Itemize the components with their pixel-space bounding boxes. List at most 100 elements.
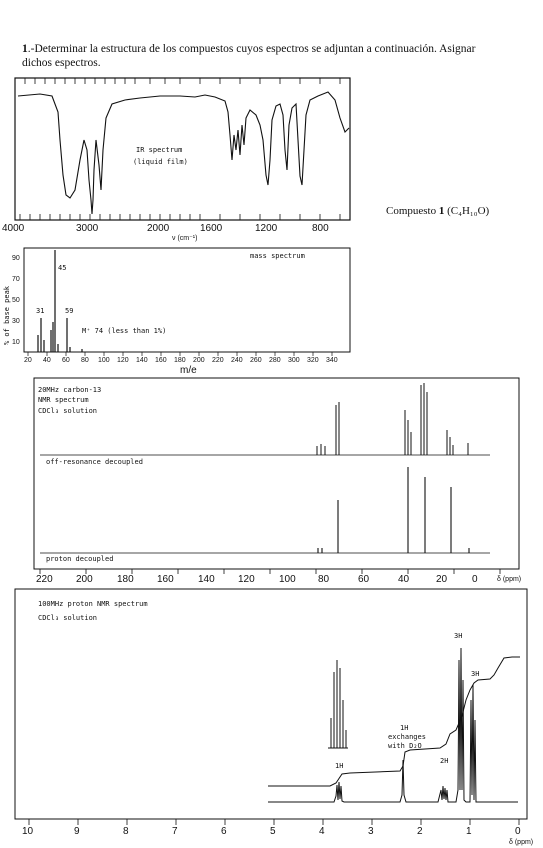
ms-xtick: 300 bbox=[288, 357, 300, 364]
compound-formula: (C₄H₁₀O) bbox=[447, 205, 490, 217]
c13-tick: 140 bbox=[198, 574, 215, 585]
h1-title-line1: 100MHz proton NMR spectrum bbox=[38, 600, 148, 608]
h1-label-3h-b: 3H bbox=[471, 670, 479, 678]
ir-tick-800: 800 bbox=[312, 223, 329, 234]
c13-tick: 20 bbox=[436, 574, 448, 585]
c13-title-line2: NMR spectrum bbox=[38, 396, 89, 404]
h1-tick: 8 bbox=[123, 826, 129, 837]
ir-tick-4000: 4000 bbox=[2, 223, 25, 234]
ms-xtick: 280 bbox=[269, 357, 281, 364]
c13-tick: 0 bbox=[472, 574, 478, 585]
ms-xtick: 60 bbox=[62, 357, 70, 364]
ms-xtick: 180 bbox=[174, 357, 186, 364]
h1-nmr-panel: 100MHz proton NMR spectrum CDCl₃ solutio… bbox=[14, 588, 533, 846]
ms-xlabel: m/e bbox=[180, 365, 197, 376]
ms-peaks bbox=[37, 250, 83, 352]
ir-tick-1200: 1200 bbox=[255, 223, 278, 234]
c13-title-line1: 20MHz carbon-13 bbox=[38, 386, 101, 394]
h1-tick: 7 bbox=[172, 826, 178, 837]
ms-xtick: 20 bbox=[24, 357, 32, 364]
c13-tick: 60 bbox=[358, 574, 370, 585]
c13-x-ticks bbox=[39, 569, 501, 574]
ms-xtick: 320 bbox=[307, 357, 319, 364]
ms-xtick: 340 bbox=[326, 357, 338, 364]
ms-x-ticks bbox=[27, 352, 333, 356]
c13-nmr-panel: 20MHz carbon-13 NMR spectrum CDCl₃ solut… bbox=[33, 377, 521, 585]
h1-label-1h: 1H bbox=[335, 762, 343, 770]
ms-xtick: 160 bbox=[155, 357, 167, 364]
compound-label: Compuesto 1 (C₄H₁₀O) bbox=[386, 205, 490, 217]
h1-spectrum-trace bbox=[268, 647, 518, 803]
ms-ytick-10: 10 bbox=[12, 339, 20, 346]
ms-molecular-ion: M⁺ 74 (less than 1%) bbox=[82, 327, 166, 335]
h1-tick: 2 bbox=[417, 826, 423, 837]
ms-peak-label-59: 59 bbox=[65, 307, 73, 315]
ms-xtick: 80 bbox=[81, 357, 89, 364]
h1-tick: 10 bbox=[22, 826, 34, 837]
ms-xtick: 240 bbox=[231, 357, 243, 364]
ir-tick-2000: 2000 bbox=[147, 223, 170, 234]
ir-tick-3000: 3000 bbox=[76, 223, 99, 234]
h1-tick: 3 bbox=[368, 826, 374, 837]
h1-label-3h-a: 3H bbox=[454, 632, 462, 640]
ms-title: mass spectrum bbox=[250, 252, 305, 260]
ir-top-ticks bbox=[24, 78, 341, 84]
ms-ytick-90: 90 bbox=[12, 255, 20, 262]
ms-ytick-50: 50 bbox=[12, 297, 20, 304]
h1-tick: 9 bbox=[74, 826, 80, 837]
compound-number: 1 bbox=[438, 205, 445, 217]
ms-peak-label-31: 31 bbox=[36, 307, 44, 315]
h1-label-exch-3: with D₂O bbox=[388, 742, 422, 750]
ms-xtick: 260 bbox=[250, 357, 262, 364]
h1-label-exch-1: 1H bbox=[400, 724, 408, 732]
h1-frame bbox=[14, 588, 528, 820]
c13-title-line3: CDCl₃ solution bbox=[38, 407, 97, 415]
h1-inset-multiplet bbox=[328, 660, 348, 749]
ir-title-line2: (liquid film) bbox=[133, 158, 188, 166]
h1-tick: 1 bbox=[466, 826, 472, 837]
c13-frame bbox=[33, 377, 520, 570]
ir-tick-1600: 1600 bbox=[200, 223, 223, 234]
c13-tick: 220 bbox=[36, 574, 53, 585]
h1-tick: 6 bbox=[221, 826, 227, 837]
h1-label-2h: 2H bbox=[440, 757, 448, 765]
ms-ytick-30: 30 bbox=[12, 318, 20, 325]
ir-trace bbox=[17, 91, 350, 215]
ms-xtick: 100 bbox=[98, 357, 110, 364]
h1-title-line2: CDCl₃ solution bbox=[38, 614, 97, 622]
h1-x-ticks bbox=[28, 819, 520, 825]
c13-pd-peaks bbox=[317, 467, 470, 553]
h1-tick: 0 bbox=[515, 826, 521, 837]
ms-ytick-70: 70 bbox=[12, 276, 20, 283]
h1-label-exch-2: exchanges bbox=[388, 733, 426, 741]
h1-axis-unit: δ (ppm) bbox=[509, 839, 533, 846]
h1-tick: 4 bbox=[319, 826, 325, 837]
ir-frame bbox=[14, 77, 351, 221]
problem-number: 1 bbox=[22, 43, 28, 55]
problem-heading: 1.-Determinar la estructura de los compu… bbox=[22, 42, 482, 70]
c13-tick: 120 bbox=[238, 574, 255, 585]
h1-integral-curve bbox=[268, 656, 520, 787]
problem-text: .-Determinar la estructura de los compue… bbox=[22, 43, 476, 69]
ms-xtick: 220 bbox=[212, 357, 224, 364]
c13-off-peaks bbox=[316, 383, 469, 455]
ms-xtick: 40 bbox=[43, 357, 51, 364]
ir-axis-unit: ν (cm⁻¹) bbox=[172, 235, 197, 242]
c13-off-label: off-resonance decoupled bbox=[46, 458, 143, 466]
mass-spectrum-panel: mass spectrum % of base peak 90 70 50 30… bbox=[3, 247, 351, 376]
h1-tick: 5 bbox=[270, 826, 276, 837]
ms-xtick: 140 bbox=[136, 357, 148, 364]
c13-proton-label: proton decoupled bbox=[46, 555, 113, 563]
ms-ylabel: % of base peak bbox=[3, 285, 11, 345]
c13-axis-unit: δ (ppm) bbox=[497, 576, 521, 583]
ms-peak-label-45: 45 bbox=[58, 264, 66, 272]
ms-frame bbox=[23, 247, 351, 353]
ir-spectrum-panel: IR spectrum (liquid film) 4000 3000 2000… bbox=[2, 77, 351, 242]
c13-tick: 40 bbox=[398, 574, 410, 585]
c13-tick: 100 bbox=[279, 574, 296, 585]
ms-xtick: 200 bbox=[193, 357, 205, 364]
c13-tick: 80 bbox=[318, 574, 330, 585]
c13-tick: 160 bbox=[157, 574, 174, 585]
c13-tick: 200 bbox=[76, 574, 93, 585]
